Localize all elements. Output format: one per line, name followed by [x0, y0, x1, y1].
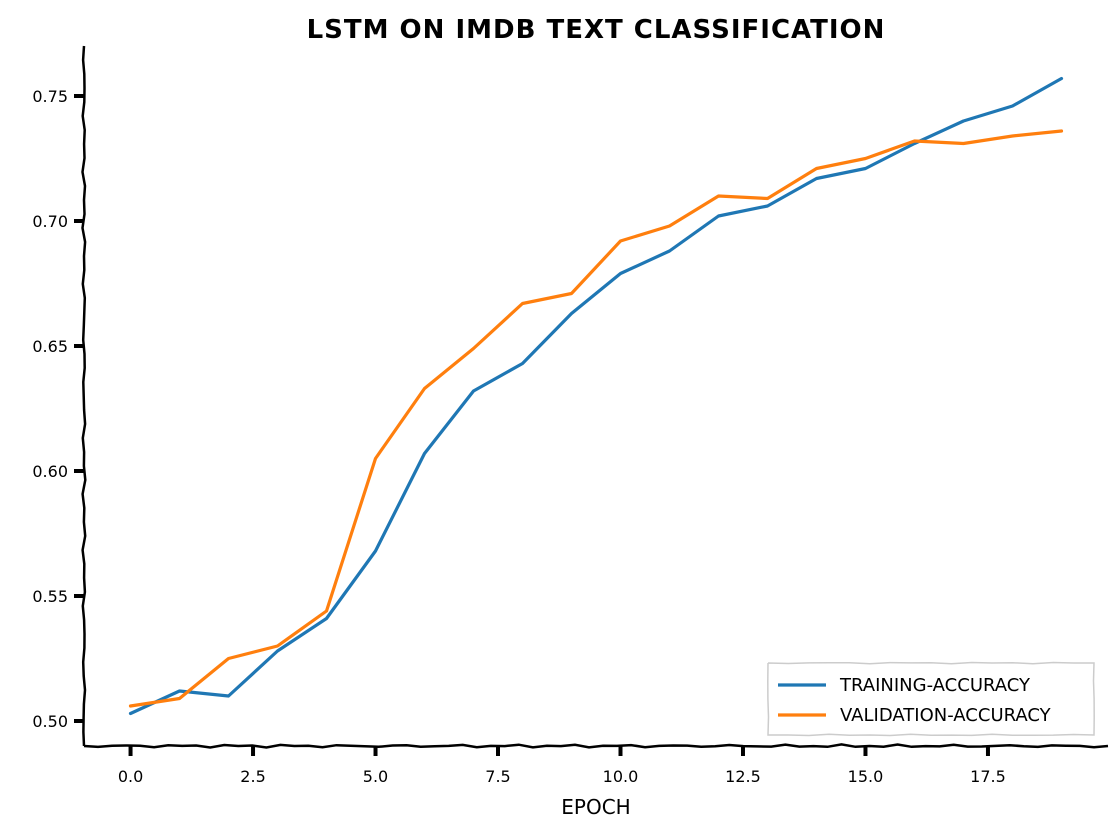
x-axis-label: EPOCH [561, 795, 630, 819]
x-tick-label: 0.0 [118, 767, 143, 786]
legend-label: TRAINING-ACCURACY [839, 675, 1031, 696]
x-tick-label: 17.5 [970, 767, 1006, 786]
y-tick-label: 0.60 [32, 462, 68, 481]
y-tick-label: 0.70 [32, 212, 68, 231]
y-tick-label: 0.65 [32, 337, 68, 356]
x-tick-label: 15.0 [848, 767, 884, 786]
x-tick-label: 2.5 [240, 767, 265, 786]
y-axis-line [81, 45, 87, 747]
y-tick-label: 0.75 [32, 87, 68, 106]
legend-box [767, 661, 1095, 737]
x-tick-label: 5.0 [363, 767, 388, 786]
series-line-validation [128, 129, 1064, 708]
axes: 0.50 0.55 0.60 0.65 0.70 0.75 0.0 2.5 5.0 7.5 10.0… [32, 45, 1109, 786]
x-axis-line [83, 743, 1109, 749]
y-tick-label: 0.55 [32, 587, 68, 606]
x-tick-label: 7.5 [485, 767, 510, 786]
chart-title: LSTM ON IMDB TEXT CLASSIFICATION [307, 15, 886, 45]
legend-label: VALIDATION-ACCURACY [840, 705, 1052, 726]
x-tick-label: 10.0 [603, 767, 639, 786]
y-tick-label: 0.50 [32, 712, 68, 731]
series-layer [128, 76, 1064, 716]
legend: TRAINING-ACCURACY VALIDATION-ACCURACY [767, 661, 1095, 737]
series-line-training [128, 76, 1064, 716]
x-tick-label: 12.5 [725, 767, 761, 786]
